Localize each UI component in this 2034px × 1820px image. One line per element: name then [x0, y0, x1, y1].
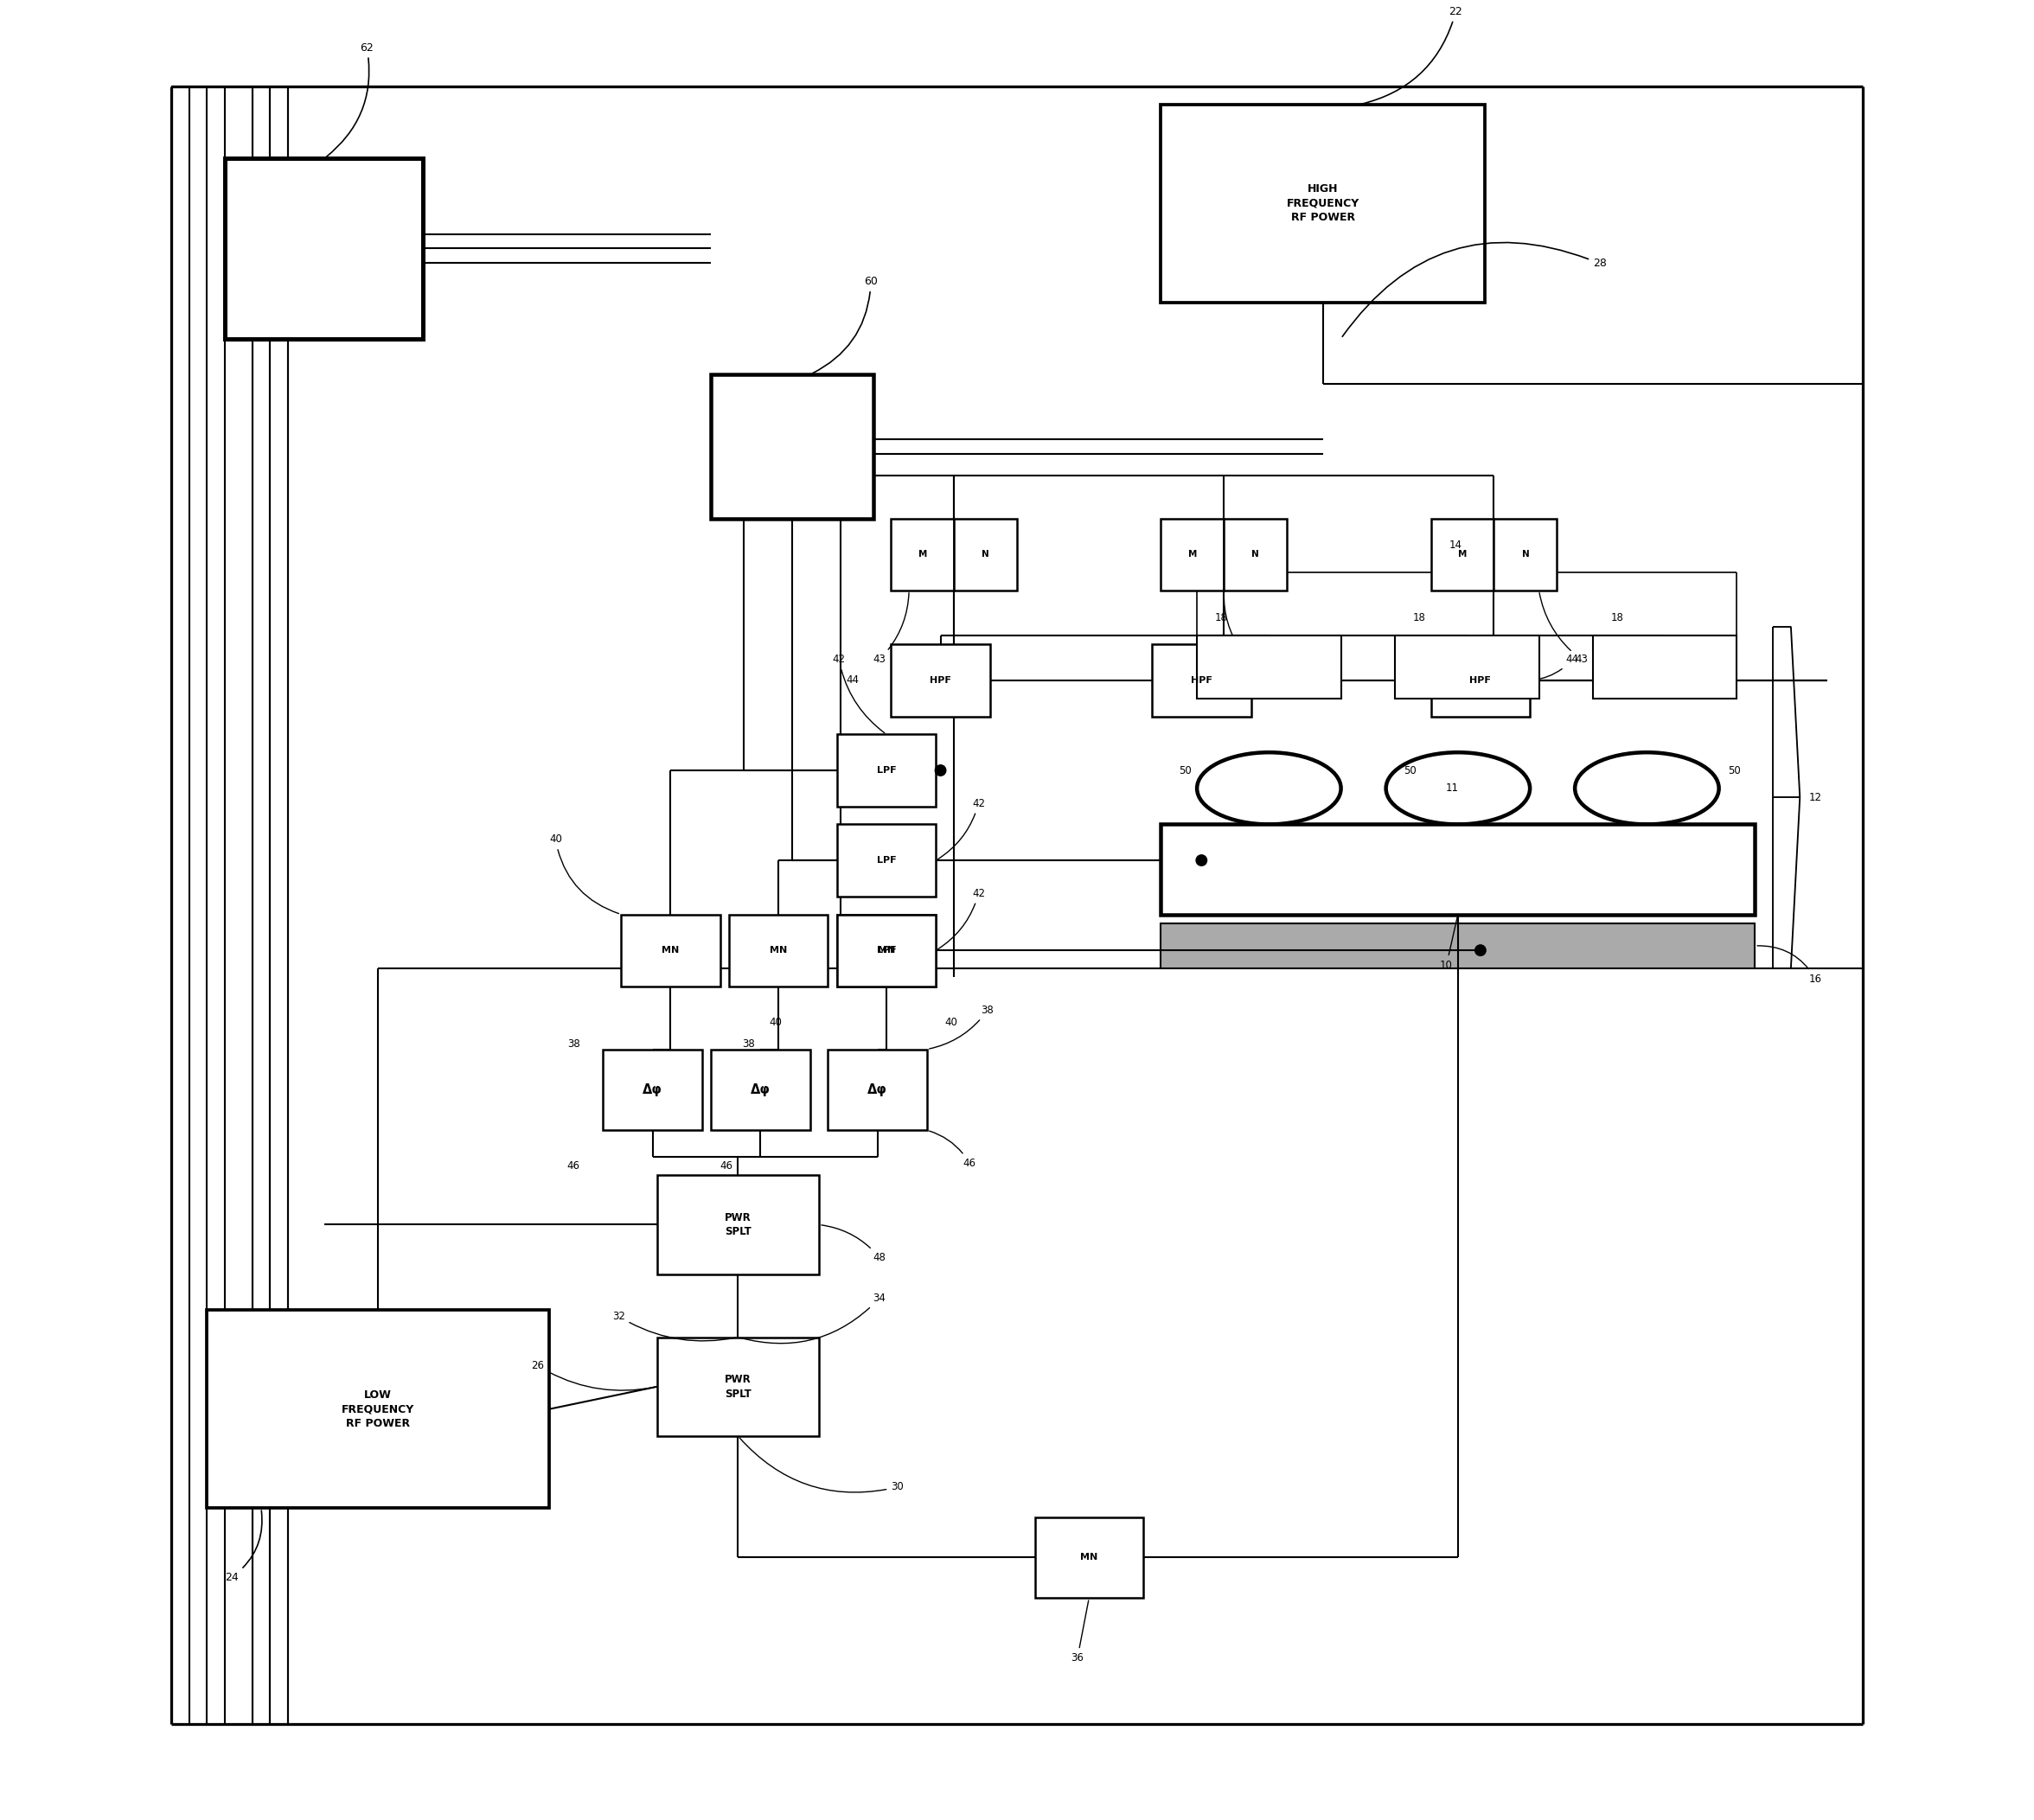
- FancyBboxPatch shape: [891, 519, 954, 590]
- FancyBboxPatch shape: [838, 914, 936, 986]
- Text: 38: 38: [742, 1037, 755, 1050]
- Text: N: N: [1251, 550, 1259, 559]
- Text: MN: MN: [769, 946, 787, 956]
- Text: 36: 36: [1072, 1600, 1088, 1663]
- FancyBboxPatch shape: [712, 1050, 810, 1130]
- FancyBboxPatch shape: [1151, 644, 1251, 717]
- FancyBboxPatch shape: [207, 1310, 549, 1509]
- Text: M: M: [917, 550, 928, 559]
- Text: 14: 14: [1448, 541, 1462, 551]
- Text: 48: 48: [822, 1225, 887, 1263]
- Text: 40: 40: [549, 834, 618, 914]
- Text: 28: 28: [1342, 242, 1607, 337]
- Text: 50: 50: [1403, 764, 1418, 775]
- FancyBboxPatch shape: [728, 914, 828, 986]
- FancyBboxPatch shape: [891, 644, 991, 717]
- Text: MN: MN: [1080, 1552, 1098, 1562]
- FancyBboxPatch shape: [1593, 635, 1737, 699]
- Text: 44: 44: [1532, 653, 1578, 681]
- Text: 46: 46: [567, 1161, 580, 1172]
- Text: PWR
SPLT: PWR SPLT: [724, 1374, 751, 1400]
- Text: 18: 18: [1214, 612, 1229, 622]
- Text: 43: 43: [1540, 593, 1589, 664]
- Circle shape: [1475, 945, 1485, 956]
- Circle shape: [936, 764, 946, 775]
- FancyBboxPatch shape: [1432, 644, 1530, 717]
- Ellipse shape: [1574, 752, 1719, 824]
- FancyBboxPatch shape: [954, 519, 1017, 590]
- Text: 43: 43: [873, 593, 909, 664]
- FancyBboxPatch shape: [838, 914, 936, 986]
- FancyBboxPatch shape: [657, 1338, 820, 1436]
- FancyBboxPatch shape: [828, 1050, 928, 1130]
- Text: 26: 26: [531, 1360, 655, 1390]
- FancyBboxPatch shape: [602, 1050, 702, 1130]
- FancyBboxPatch shape: [1035, 1518, 1143, 1598]
- FancyBboxPatch shape: [1432, 519, 1493, 590]
- FancyBboxPatch shape: [1161, 923, 1755, 968]
- Text: 22: 22: [1361, 5, 1462, 104]
- Text: 62: 62: [325, 42, 374, 157]
- Text: Δφ: Δφ: [869, 1083, 887, 1096]
- Text: 11: 11: [1446, 783, 1458, 794]
- Text: 46: 46: [720, 1161, 732, 1172]
- Text: 43: 43: [1224, 593, 1255, 664]
- Text: 50: 50: [1180, 764, 1192, 775]
- Text: HPF: HPF: [1471, 675, 1491, 684]
- Text: 38: 38: [567, 1037, 580, 1050]
- Text: 46: 46: [930, 1130, 976, 1168]
- Text: MN: MN: [661, 946, 679, 956]
- Text: Δφ: Δφ: [751, 1083, 771, 1096]
- Text: HPF: HPF: [930, 675, 952, 684]
- Text: 18: 18: [1414, 612, 1426, 622]
- Text: 18: 18: [1611, 612, 1623, 622]
- Text: 42: 42: [938, 888, 984, 948]
- Text: 40: 40: [769, 1017, 783, 1028]
- FancyBboxPatch shape: [1161, 824, 1755, 914]
- FancyBboxPatch shape: [838, 735, 936, 806]
- FancyBboxPatch shape: [1493, 519, 1556, 590]
- Text: LOW
FREQUENCY
RF POWER: LOW FREQUENCY RF POWER: [342, 1389, 415, 1429]
- Text: 40: 40: [946, 1017, 958, 1028]
- Text: 50: 50: [1729, 764, 1741, 775]
- Ellipse shape: [1385, 752, 1530, 824]
- Text: M: M: [1458, 550, 1467, 559]
- FancyBboxPatch shape: [1395, 635, 1540, 699]
- Text: PWR
SPLT: PWR SPLT: [724, 1212, 751, 1238]
- Text: HIGH
FREQUENCY
RF POWER: HIGH FREQUENCY RF POWER: [1288, 184, 1359, 224]
- Text: N: N: [1521, 550, 1530, 559]
- Text: 44: 44: [846, 675, 858, 686]
- Text: LPF: LPF: [877, 766, 897, 775]
- FancyBboxPatch shape: [1196, 635, 1340, 699]
- FancyBboxPatch shape: [712, 375, 873, 519]
- FancyBboxPatch shape: [1224, 519, 1288, 590]
- Text: 60: 60: [812, 277, 879, 373]
- Ellipse shape: [1196, 752, 1340, 824]
- Text: 16: 16: [1757, 946, 1822, 985]
- FancyBboxPatch shape: [838, 824, 936, 895]
- Text: 12: 12: [1808, 792, 1822, 803]
- Circle shape: [1196, 855, 1206, 866]
- Text: 42: 42: [832, 653, 885, 733]
- FancyBboxPatch shape: [657, 1176, 820, 1274]
- Text: 42: 42: [938, 797, 984, 859]
- Text: N: N: [982, 550, 989, 559]
- Text: 38: 38: [930, 1005, 995, 1048]
- FancyBboxPatch shape: [1161, 104, 1485, 302]
- Text: 44: 44: [1253, 653, 1318, 681]
- Text: 10: 10: [1440, 917, 1458, 970]
- Text: 24: 24: [226, 1511, 262, 1583]
- Text: LPF: LPF: [877, 946, 897, 956]
- FancyBboxPatch shape: [226, 158, 423, 339]
- Text: 34: 34: [740, 1292, 887, 1343]
- Text: HPF: HPF: [1190, 675, 1212, 684]
- Text: Δφ: Δφ: [643, 1083, 663, 1096]
- Text: MN: MN: [879, 946, 895, 956]
- FancyBboxPatch shape: [620, 914, 720, 986]
- Text: LPF: LPF: [877, 855, 897, 864]
- Text: M: M: [1188, 550, 1196, 559]
- Text: 32: 32: [612, 1310, 736, 1341]
- Text: 30: 30: [740, 1438, 903, 1492]
- FancyBboxPatch shape: [1161, 519, 1224, 590]
